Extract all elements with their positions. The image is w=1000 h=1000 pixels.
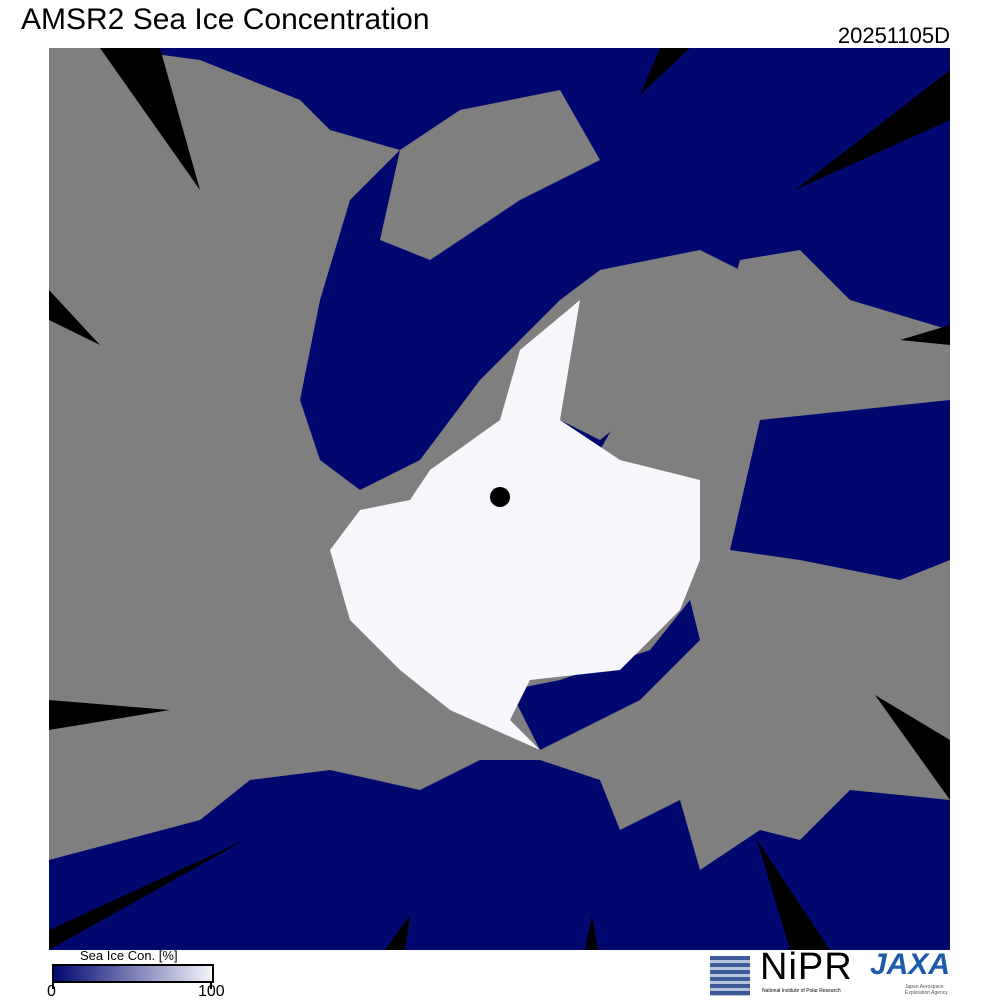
no-data-wedge bbox=[385, 915, 410, 950]
legend-title: Sea Ice Con. [%] bbox=[80, 948, 178, 963]
nipr-logo-subtitle: National Institute of Polar Research bbox=[762, 988, 841, 994]
map-title: AMSR2 Sea Ice Concentration bbox=[21, 3, 430, 36]
legend-tick bbox=[52, 981, 54, 989]
nipr-logo-icon bbox=[710, 956, 750, 996]
ocean-right bbox=[730, 400, 950, 580]
legend-max-label: 100 bbox=[198, 983, 225, 1000]
date-label: 20251105D bbox=[837, 23, 950, 48]
legend-colorbar bbox=[52, 964, 214, 983]
jaxa-logo-subtitle: Japan Aerospace Exploration Agency bbox=[905, 984, 948, 996]
no-data-wedge bbox=[49, 840, 245, 950]
ocean-pacific bbox=[49, 760, 950, 950]
ocean-atlantic bbox=[110, 48, 950, 490]
no-data-wedge bbox=[640, 48, 690, 95]
jaxa-logo: JAXA bbox=[870, 948, 951, 981]
no-data-wedge bbox=[875, 695, 950, 800]
north-pole-hole bbox=[490, 487, 510, 507]
land-scandinavia bbox=[380, 90, 600, 260]
legend-tick bbox=[210, 981, 212, 989]
land-greenland bbox=[520, 250, 740, 440]
ocean-bering bbox=[510, 600, 700, 750]
no-data-wedge bbox=[49, 700, 170, 730]
legend-min-label: 0 bbox=[47, 983, 56, 1000]
no-data-wedge bbox=[900, 325, 950, 345]
no-data-wedge bbox=[100, 48, 200, 190]
no-data-wedge bbox=[49, 290, 100, 345]
nipr-logo: NiPR bbox=[760, 946, 853, 988]
no-data-wedge bbox=[585, 915, 598, 950]
no-data-wedge bbox=[757, 840, 830, 950]
no-data-wedge bbox=[795, 70, 950, 190]
sea-ice-map bbox=[49, 48, 950, 950]
sea-ice bbox=[330, 300, 700, 750]
